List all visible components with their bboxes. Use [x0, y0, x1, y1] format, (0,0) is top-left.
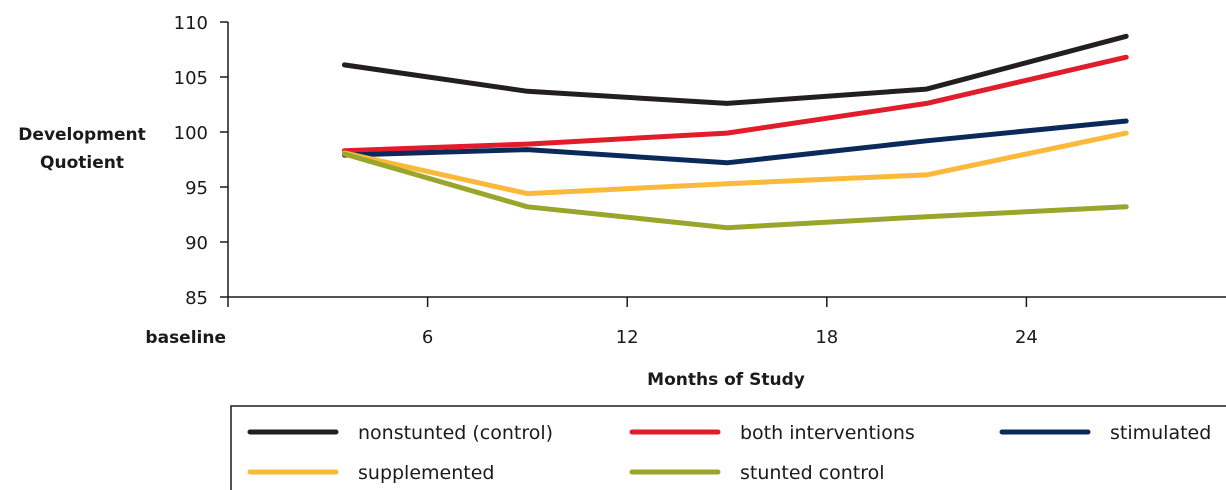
- x-tick-label: baseline: [145, 328, 226, 348]
- legend-items: nonstunted (control) both interventions st…: [247, 422, 1211, 484]
- x-axis-label: Months of Study: [647, 370, 805, 390]
- y-ticks: 85 90 95 100 105 110: [174, 13, 228, 309]
- y-tick-label: 90: [185, 233, 208, 254]
- plot-lines: [341, 33, 1129, 231]
- y-axis-label-line1: Development: [18, 125, 145, 145]
- legend-box: [230, 405, 1226, 490]
- y-tick-label: 105: [174, 68, 208, 89]
- x-tick-label: 18: [815, 327, 838, 348]
- legend-label: supplemented: [358, 462, 494, 484]
- y-axis-label-line2: Quotient: [40, 153, 124, 173]
- legend-label: stunted control: [740, 462, 885, 484]
- legend-label: stimulated: [1110, 422, 1211, 444]
- series-line: [341, 54, 1129, 154]
- legend-label: nonstunted (control): [358, 422, 553, 444]
- y-tick-label: 95: [185, 178, 208, 199]
- y-tick-label: 85: [185, 288, 208, 309]
- legend: nonstunted (control) both interventions st…: [230, 405, 1226, 490]
- y-tick-label: 100: [174, 123, 208, 144]
- series-line: [341, 130, 1129, 197]
- legend-label: both interventions: [740, 422, 915, 444]
- x-tick-label: 12: [616, 327, 639, 348]
- y-tick-label: 110: [174, 13, 208, 34]
- x-tick-label: 24: [1015, 327, 1038, 348]
- series-line: [341, 151, 1129, 231]
- x-tick-label: 6: [422, 327, 433, 348]
- x-ticks: baseline 6 12 18 24: [145, 297, 1038, 348]
- series-line: [341, 118, 1129, 166]
- series-line: [341, 33, 1129, 106]
